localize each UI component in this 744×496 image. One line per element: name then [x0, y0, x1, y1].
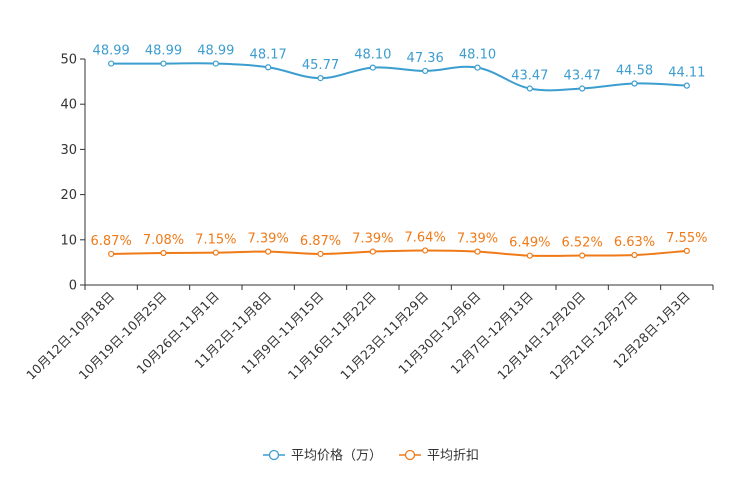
- data-label: 7.55%: [666, 231, 707, 246]
- x-tick-label: 12月21日-12月27日: [546, 289, 640, 383]
- legend[interactable]: 平均价格（万） 平均折扣: [263, 448, 479, 464]
- data-point[interactable]: [265, 248, 272, 255]
- x-tick-label: 11月23日-11月29日: [337, 289, 431, 383]
- axes: 0102030405010月12日-10月18日10月19日-10月25日10月…: [23, 53, 714, 383]
- data-point[interactable]: [683, 247, 690, 254]
- legend-label: 平均折扣: [427, 449, 479, 464]
- data-point[interactable]: [683, 82, 690, 89]
- x-tick-label: 10月19日-10月25日: [75, 289, 169, 383]
- data-label: 7.08%: [143, 233, 184, 248]
- data-point[interactable]: [160, 249, 167, 257]
- legend-marker-icon: [404, 449, 416, 461]
- data-label: 48.99: [93, 44, 130, 59]
- data-label: 6.63%: [614, 235, 655, 250]
- data-point[interactable]: [265, 64, 272, 71]
- data-point[interactable]: [317, 250, 324, 258]
- y-tick-label: 0: [69, 279, 77, 294]
- data-point[interactable]: [422, 67, 429, 75]
- series-line: [111, 249, 687, 257]
- data-label: 6.49%: [509, 236, 550, 251]
- y-tick-label: 10: [60, 233, 77, 248]
- data-point[interactable]: [160, 60, 167, 67]
- series-average-price: 48.99 48.99 48.99 48.17 45.77 48.10 47.36 48.10…: [93, 44, 705, 92]
- data-point[interactable]: [369, 64, 376, 71]
- data-point[interactable]: [422, 247, 429, 254]
- legend-item-average-price[interactable]: 平均价格（万）: [263, 448, 382, 464]
- x-tick-label: 12月14日-12月20日: [494, 289, 588, 383]
- legend-marker-icon: [268, 449, 280, 461]
- data-label: 43.47: [564, 69, 601, 84]
- data-point[interactable]: [108, 60, 115, 67]
- data-label: 7.39%: [457, 232, 498, 247]
- data-label: 48.99: [145, 44, 182, 59]
- data-label: 44.58: [616, 63, 653, 78]
- series-average-discount: 6.87% 7.08% 7.15% 7.39% 6.87% 7.39% 7.64% 7.39%…: [91, 230, 707, 259]
- data-label: 7.39%: [248, 232, 289, 247]
- data-label: 48.17: [250, 47, 287, 62]
- series-line: [111, 62, 687, 92]
- data-label: 6.87%: [91, 234, 132, 249]
- data-point[interactable]: [317, 75, 324, 82]
- data-label: 6.52%: [562, 236, 603, 251]
- data-point[interactable]: [526, 85, 533, 92]
- x-tick-label: 11月16日-11月22日: [285, 289, 379, 383]
- x-tick-label: 10月12日-10月18日: [23, 289, 117, 383]
- data-point[interactable]: [526, 252, 533, 259]
- data-label: 45.77: [302, 58, 339, 73]
- series-layer: 48.99 48.99 48.99 48.17 45.77 48.10 47.36 48.10…: [91, 44, 707, 259]
- data-point[interactable]: [631, 80, 638, 87]
- data-point[interactable]: [474, 248, 481, 255]
- data-label: 48.99: [197, 44, 234, 59]
- y-tick-label: 40: [60, 98, 77, 113]
- data-label: 7.39%: [352, 232, 393, 247]
- data-point[interactable]: [212, 60, 219, 67]
- legend-item-average-discount[interactable]: 平均折扣: [399, 449, 479, 464]
- y-tick-label: 30: [60, 143, 77, 158]
- data-point[interactable]: [579, 252, 586, 259]
- legend-label: 平均价格（万）: [291, 448, 382, 464]
- data-point[interactable]: [474, 64, 481, 71]
- data-point[interactable]: [212, 249, 219, 256]
- data-label: 43.47: [511, 69, 548, 84]
- data-label: 47.36: [407, 51, 444, 66]
- data-point[interactable]: [579, 85, 586, 92]
- data-label: 44.11: [668, 66, 705, 81]
- data-point[interactable]: [369, 248, 376, 255]
- data-label: 48.10: [459, 48, 496, 63]
- y-tick-label: 20: [60, 188, 77, 203]
- data-point[interactable]: [631, 251, 638, 259]
- data-label: 6.87%: [300, 234, 341, 249]
- data-label: 7.15%: [195, 233, 236, 248]
- data-label: 48.10: [354, 48, 391, 63]
- data-label: 7.64%: [405, 230, 446, 245]
- y-tick-label: 50: [60, 53, 77, 68]
- data-point[interactable]: [108, 250, 115, 258]
